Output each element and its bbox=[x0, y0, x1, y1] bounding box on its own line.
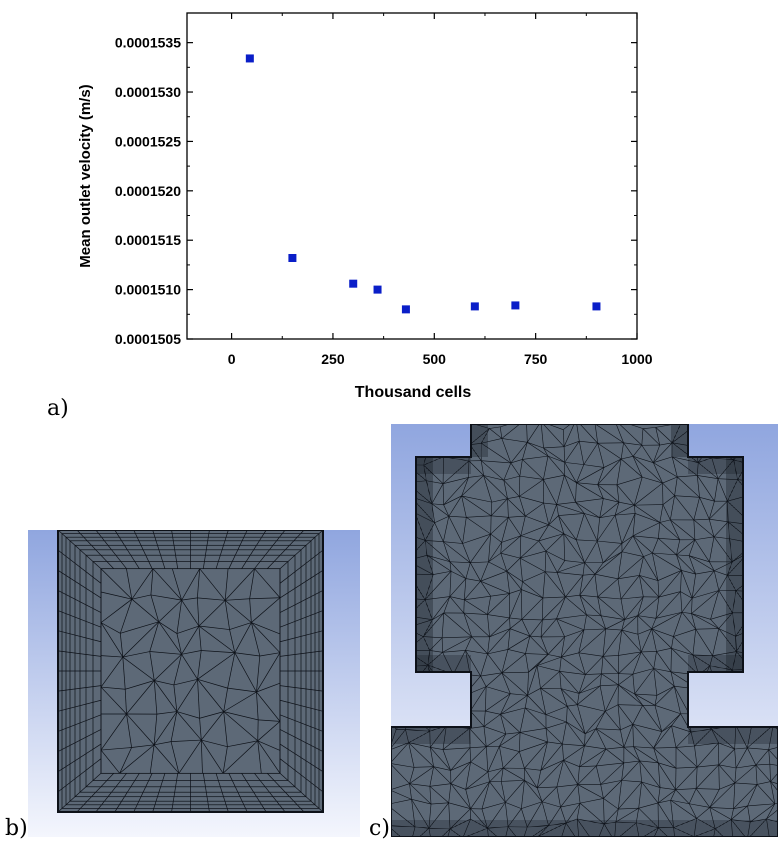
plot-frame bbox=[186, 12, 638, 340]
y-tick-label: 0.0001515 bbox=[115, 232, 181, 248]
data-point bbox=[288, 253, 297, 262]
panel-label-b: b) bbox=[5, 816, 28, 841]
x-tick-label: 500 bbox=[423, 351, 447, 367]
mesh-panel-b bbox=[28, 530, 360, 837]
data-points bbox=[245, 54, 601, 314]
y-tick-label: 0.0001520 bbox=[115, 183, 181, 199]
data-point bbox=[245, 54, 254, 63]
data-point bbox=[511, 301, 520, 310]
data-point bbox=[401, 305, 410, 314]
x-axis-ticks: 0 250 500 750 1000 bbox=[228, 13, 653, 367]
y-axis-ticks: 0.0001505 0.0001510 0.0001515 0.0001520 0.00… bbox=[115, 35, 637, 347]
x-axis-label: Thousand cells bbox=[355, 384, 472, 400]
y-tick-label: 0.0001530 bbox=[115, 84, 181, 100]
panel-label-a: a) bbox=[47, 396, 69, 421]
cross-section-mesh bbox=[28, 530, 360, 837]
x-tick-label: 0 bbox=[228, 351, 236, 367]
y-tick-label: 0.0001525 bbox=[115, 133, 181, 149]
mesh-panel-c bbox=[391, 424, 778, 837]
y-tick-label: 0.0001535 bbox=[115, 35, 181, 51]
y-axis-label: Mean outlet velocity (m/s) bbox=[77, 84, 94, 267]
x-tick-label: 750 bbox=[524, 351, 548, 367]
x-tick-label: 250 bbox=[321, 351, 345, 367]
x-tick-label: 1000 bbox=[621, 351, 652, 367]
channel-mesh bbox=[391, 424, 778, 837]
data-point bbox=[349, 279, 358, 288]
data-point bbox=[592, 302, 601, 311]
data-point bbox=[373, 285, 382, 294]
y-tick-label: 0.0001510 bbox=[115, 282, 181, 298]
data-point bbox=[470, 302, 479, 311]
panel-label-c: c) bbox=[369, 816, 390, 841]
y-tick-label: 0.0001505 bbox=[115, 331, 181, 347]
scatter-chart: 0 250 500 750 1000 0.00015050.00015100.00015… bbox=[77, 12, 653, 400]
